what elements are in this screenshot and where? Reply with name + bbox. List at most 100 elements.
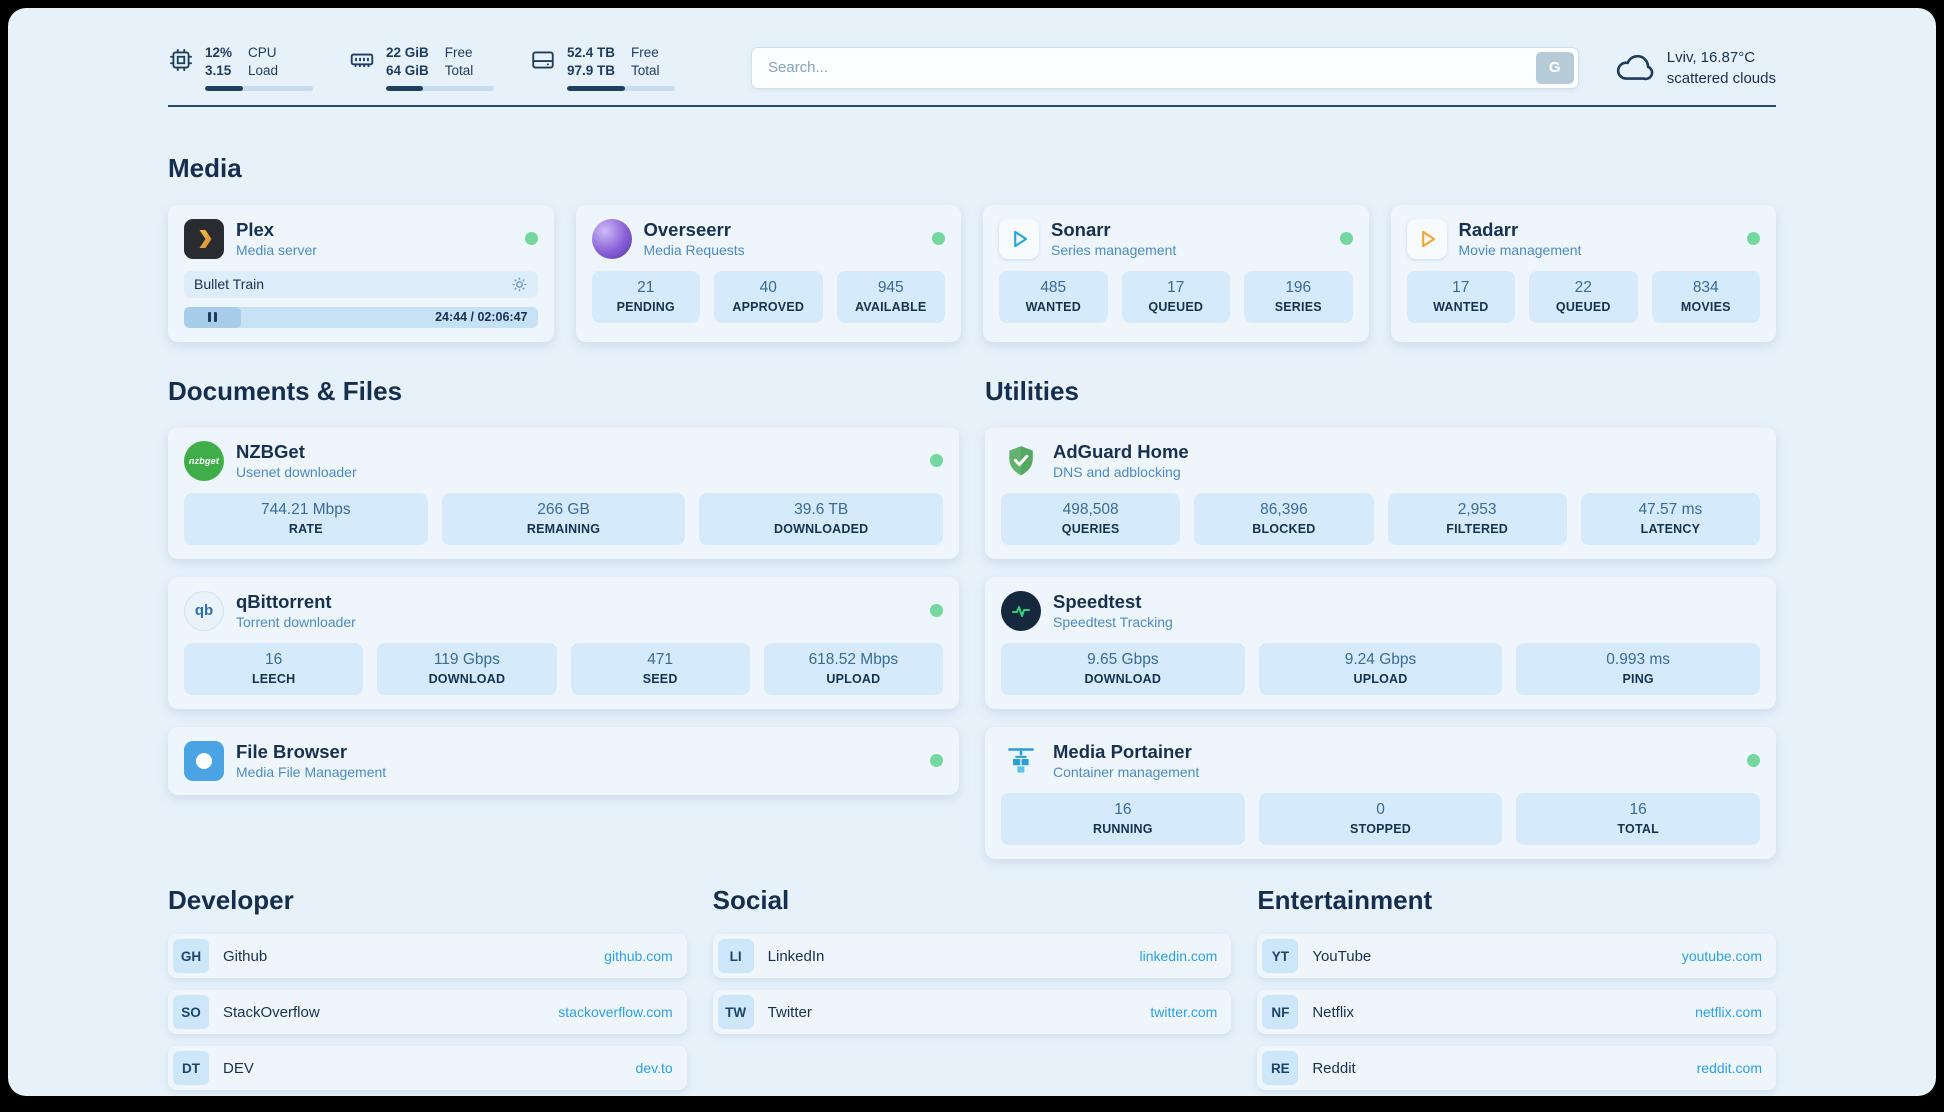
status-dot — [932, 232, 945, 246]
memory-total-value: 64 GiB — [386, 63, 429, 79]
stat-queries: 498,508 QUERIES — [1001, 492, 1181, 545]
weather-description: scattered clouds — [1666, 69, 1776, 87]
stat-stopped: 0 STOPPED — [1258, 792, 1503, 845]
service-subtitle: Torrent downloader — [236, 614, 356, 631]
disk-meter-fill — [567, 86, 626, 92]
cpu-label: CPU — [248, 45, 277, 60]
memory-free-value: 22 GiB — [386, 45, 429, 60]
stat-filtered: 2,953 FILTERED — [1387, 492, 1567, 545]
bookmark-twitter[interactable]: TW Twitter twitter.com — [712, 990, 1232, 1034]
memory-meter — [386, 86, 494, 92]
bookmark-linkedin[interactable]: LI LinkedIn linkedin.com — [712, 934, 1232, 978]
bookmark-name: Reddit — [1312, 1059, 1356, 1077]
disk-free-value: 52.4 TB — [567, 45, 616, 60]
bookmark-abbr: DT — [173, 1051, 209, 1085]
bookmark-dev[interactable]: DT DEV dev.to — [168, 1046, 687, 1090]
gear-icon[interactable] — [511, 276, 528, 293]
bookmark-abbr: YT — [1262, 939, 1299, 973]
status-dot — [1747, 754, 1760, 768]
cpu-meter-fill — [205, 86, 243, 92]
service-name: Radarr — [1458, 218, 1519, 240]
nzbget-icon: nzbget — [184, 440, 224, 481]
stat-approved: 40 APPROVED — [714, 270, 823, 323]
memory-total-label: Total — [444, 63, 474, 79]
bookmark-url[interactable]: reddit.com — [1696, 1060, 1762, 1076]
radarr-card[interactable]: Radarr Movie management 17 WANTED 22 QUE… — [1390, 204, 1776, 342]
memory-free-label: Free — [444, 45, 473, 60]
bookmark-url[interactable]: youtube.com — [1681, 948, 1762, 964]
developer-section-title: Developer — [168, 884, 294, 915]
plex-card[interactable]: Plex Media server Bullet Train — [168, 204, 554, 342]
cpu-load-value: 3.15 — [205, 63, 232, 79]
status-dot — [930, 754, 943, 768]
stat-upload: 618.52 Mbps UPLOAD — [763, 642, 943, 695]
bookmark-url[interactable]: stackoverflow.com — [558, 1004, 673, 1020]
overseerr-icon — [591, 218, 632, 259]
stat-ping: 0.993 ms PING — [1516, 642, 1761, 695]
adguard-card[interactable]: AdGuard Home DNS and adblocking 498,508 … — [985, 426, 1776, 559]
sonarr-icon — [999, 218, 1039, 259]
stat-leech: 16 LEECH — [184, 642, 364, 695]
search-engine-button[interactable]: G — [1535, 51, 1574, 84]
pause-icon[interactable] — [207, 312, 217, 323]
bookmark-name: StackOverflow — [223, 1003, 320, 1021]
now-playing-row: Bullet Train — [184, 270, 538, 298]
portainer-card[interactable]: Media Portainer Container management 16 … — [985, 726, 1776, 859]
utilities-column: Utilities AdGuard Home — [985, 342, 1776, 859]
sonarr-card[interactable]: Sonarr Series management 485 WANTED 17 Q… — [983, 204, 1369, 342]
bookmark-abbr: SO — [173, 995, 209, 1029]
stat-download: 9.65 Gbps DOWNLOAD — [1001, 642, 1245, 695]
bookmark-abbr: NF — [1262, 995, 1299, 1029]
dashboard-app: 12% 3.15 CPU Load — [8, 8, 1936, 1096]
overseerr-card[interactable]: Overseerr Media Requests 21 PENDING 40 A… — [575, 204, 961, 342]
stat-latency: 47.57 ms LATENCY — [1580, 492, 1760, 545]
playback-progress-bar[interactable]: 24:44 / 02:06:47 — [184, 306, 538, 328]
cpu-load-label: Load — [248, 63, 279, 79]
bookmark-url[interactable]: dev.to — [635, 1060, 673, 1076]
nzbget-card[interactable]: nzbget NZBGet Usenet downloader 744.21 M… — [168, 426, 959, 559]
bookmark-name: Github — [223, 947, 268, 965]
disk-meter — [567, 86, 675, 92]
service-subtitle: Movie management — [1458, 242, 1582, 259]
bookmark-url[interactable]: linkedin.com — [1139, 948, 1218, 964]
utilities-section-title: Utilities — [985, 375, 1079, 406]
disk-widget: 52.4 TB 97.9 TB Free Total — [530, 44, 675, 92]
bookmark-netflix[interactable]: NF Netflix netflix.com — [1257, 990, 1776, 1034]
topbar: 12% 3.15 CPU Load — [168, 44, 1776, 92]
service-subtitle: Series management — [1051, 242, 1177, 259]
bookmark-reddit[interactable]: RE Reddit reddit.com — [1257, 1046, 1776, 1090]
bookmark-abbr: GH — [173, 939, 209, 973]
service-subtitle: Usenet downloader — [236, 464, 357, 481]
filebrowser-card[interactable]: File Browser Media File Management — [168, 726, 959, 795]
speedtest-icon — [1001, 590, 1041, 631]
entertainment-bookmarks: Entertainment YT YouTube youtube.com NF … — [1257, 859, 1776, 1096]
search-input[interactable] — [751, 46, 1579, 89]
playback-progress-fill — [184, 306, 241, 328]
bookmark-name: Netflix — [1312, 1003, 1355, 1021]
bookmark-url[interactable]: github.com — [604, 948, 673, 964]
documents-column: Documents & Files nzbget NZBGet Usenet d… — [168, 342, 959, 795]
bookmark-url[interactable]: twitter.com — [1150, 1004, 1218, 1020]
stat-downloaded: 39.6 TB DOWNLOADED — [699, 492, 944, 545]
service-subtitle: Media server — [236, 242, 317, 259]
bookmark-url[interactable]: netflix.com — [1695, 1004, 1762, 1020]
stat-upload: 9.24 Gbps UPLOAD — [1258, 642, 1503, 695]
stat-queued: 22 QUEUED — [1529, 270, 1638, 323]
speedtest-card[interactable]: Speedtest Speedtest Tracking 9.65 Gbps D… — [985, 576, 1776, 709]
bookmark-youtube[interactable]: YT YouTube youtube.com — [1257, 934, 1776, 978]
stat-download: 119 Gbps DOWNLOAD — [377, 642, 557, 695]
service-name: Speedtest — [1053, 591, 1142, 613]
service-name: Overseerr — [643, 218, 731, 240]
service-subtitle: DNS and adblocking — [1053, 464, 1181, 481]
stat-available: 945 AVAILABLE — [836, 270, 945, 323]
service-subtitle: Media Requests — [643, 242, 745, 259]
service-name: NZBGet — [236, 441, 305, 463]
bookmark-stackoverflow[interactable]: SO StackOverflow stackoverflow.com — [168, 990, 687, 1034]
qbittorrent-card[interactable]: qb qBittorrent Torrent downloader 16 LEE… — [168, 576, 959, 709]
stat-seed: 471 SEED — [570, 642, 750, 695]
stat-pending: 21 PENDING — [591, 270, 700, 323]
bookmark-github[interactable]: GH Github github.com — [168, 934, 687, 978]
service-name: File Browser — [236, 741, 348, 763]
cpu-icon — [170, 49, 192, 71]
bookmark-name: YouTube — [1312, 947, 1372, 965]
